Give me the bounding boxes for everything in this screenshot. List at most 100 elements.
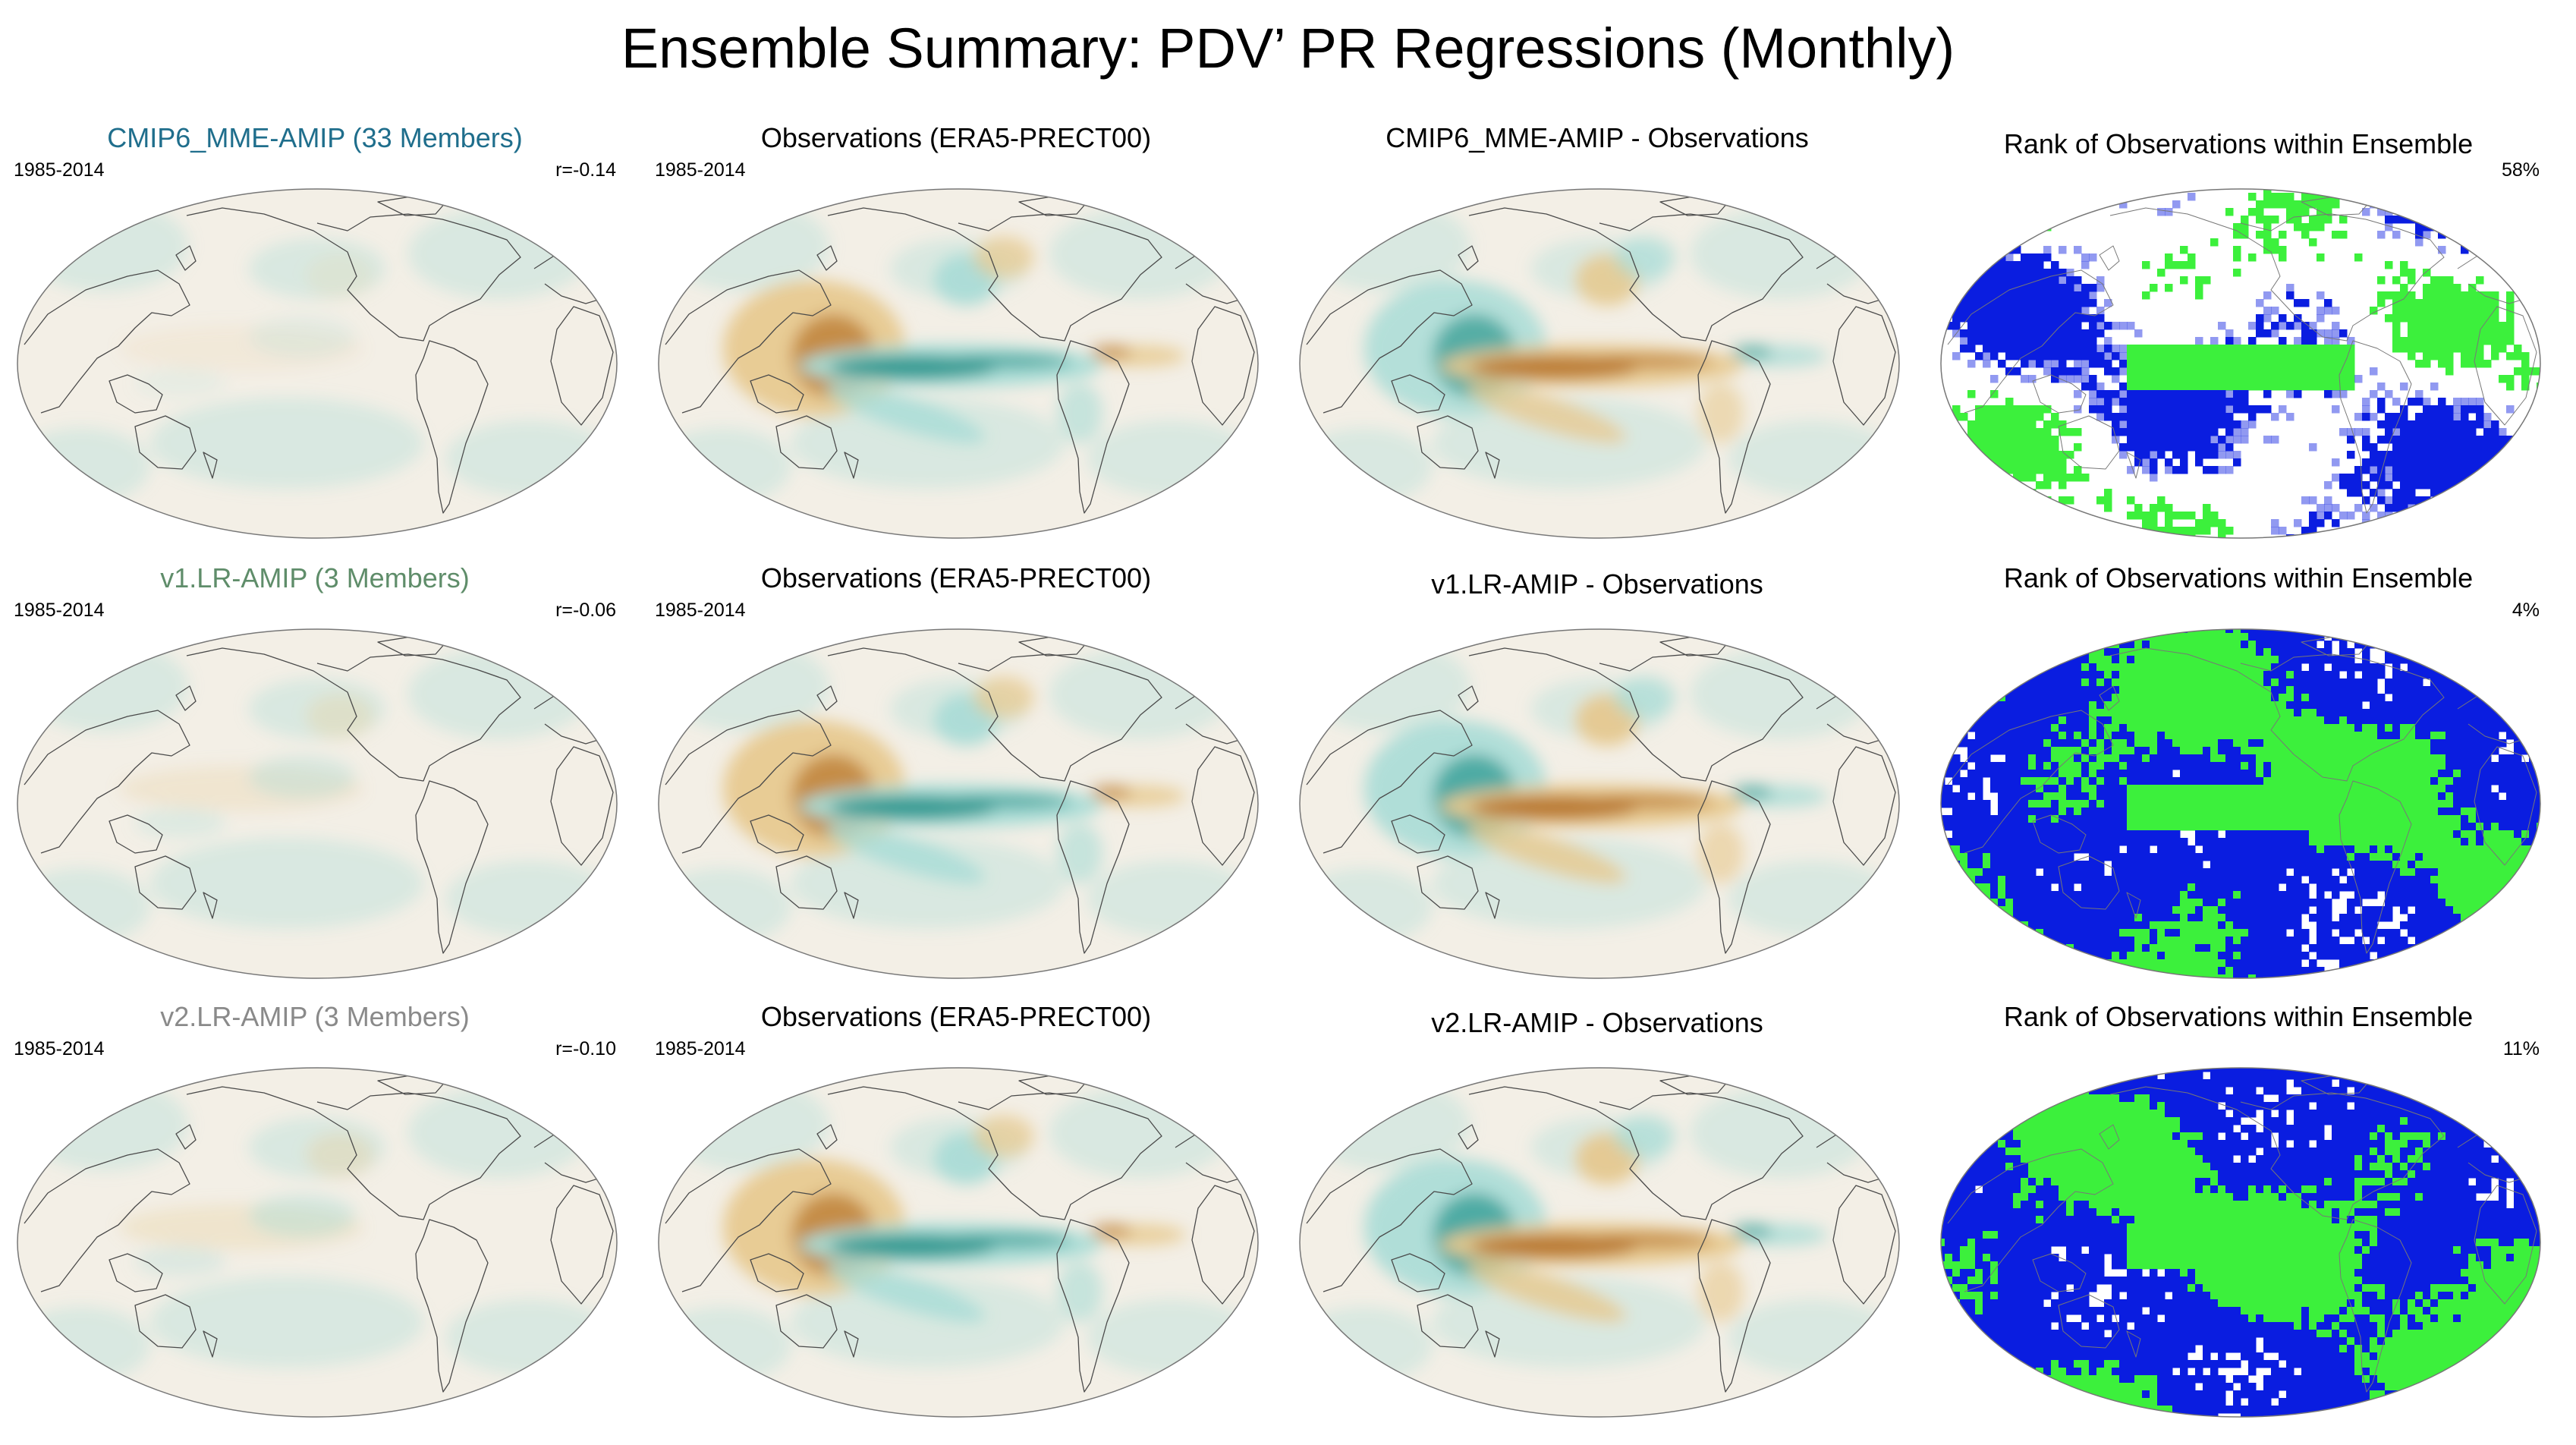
rank-cell xyxy=(1998,436,2006,444)
rank-cell xyxy=(2385,830,2393,839)
rank-cell xyxy=(2483,208,2492,216)
rank-cell xyxy=(2271,785,2279,793)
rank-cell xyxy=(2059,648,2067,656)
rank-cell xyxy=(2074,724,2082,732)
rank-cell xyxy=(2096,519,2105,527)
rank-cell xyxy=(2074,443,2082,452)
rank-cell xyxy=(2529,246,2537,254)
rank-cell xyxy=(2089,792,2097,801)
rank-cell xyxy=(2271,868,2279,877)
rank-cell xyxy=(2074,891,2082,899)
rank-cell xyxy=(2096,390,2105,398)
rank-cell xyxy=(2438,770,2446,778)
rank-cell xyxy=(2043,443,2052,452)
rank-cell xyxy=(1998,193,2006,201)
rank-cell xyxy=(2332,732,2340,740)
rank-cell xyxy=(2112,701,2120,710)
rank-cell xyxy=(2233,845,2241,854)
rank-cell xyxy=(2263,754,2272,763)
rank-cell xyxy=(1990,629,1999,634)
rank-cell xyxy=(2256,868,2264,877)
rank-cell xyxy=(2096,823,2105,831)
rank-cell xyxy=(2203,686,2211,694)
rank-cell xyxy=(2506,200,2515,209)
rank-cell xyxy=(2301,906,2310,915)
rank-cell xyxy=(2036,762,2044,770)
rank-cell xyxy=(2506,629,2515,634)
rank-cell xyxy=(2370,754,2378,763)
rank-cell xyxy=(2263,792,2272,801)
rank-cell xyxy=(2051,337,2059,345)
rank-cell xyxy=(2514,808,2522,816)
rank-cell xyxy=(2423,443,2431,452)
rank-cell xyxy=(2096,861,2105,869)
rank-cell xyxy=(2453,329,2461,338)
rank-cell xyxy=(2279,800,2287,808)
rank-cell xyxy=(2188,716,2196,725)
rank-cell xyxy=(2059,322,2067,330)
rank-cell xyxy=(2248,876,2257,884)
rank-cell xyxy=(2005,189,2014,194)
rank-cell xyxy=(2021,299,2029,307)
rank-cell xyxy=(2112,747,2120,755)
rank-cell xyxy=(2461,322,2469,330)
rank-cell xyxy=(2142,792,2150,801)
rank-cell xyxy=(2256,208,2264,216)
rank-cell xyxy=(2021,883,2029,892)
rank-cell xyxy=(1990,329,1999,338)
rank-cell xyxy=(2096,656,2105,664)
rank-cell xyxy=(2256,360,2264,368)
rank-cell xyxy=(2180,633,2188,641)
rank-cell xyxy=(2294,200,2302,209)
rank-cell xyxy=(2021,253,2029,262)
rank-cell xyxy=(2165,443,2173,452)
rank-cell xyxy=(2499,534,2507,538)
rank-cell xyxy=(2392,314,2401,323)
rank-cell xyxy=(2294,519,2302,527)
rank-cell xyxy=(2256,671,2264,679)
rank-cell xyxy=(2438,443,2446,452)
rank-cell xyxy=(2408,732,2416,740)
rank-cell xyxy=(2195,709,2203,717)
rank-cell xyxy=(2438,276,2446,285)
rank-cell xyxy=(2423,754,2431,763)
rank-cell xyxy=(2438,420,2446,429)
rank-cell xyxy=(2233,633,2241,641)
rank-cell xyxy=(2218,629,2226,634)
rank-cell xyxy=(2225,390,2234,398)
rank-cell xyxy=(2286,762,2294,770)
years-label: 1985-2014 xyxy=(14,159,105,181)
rank-cell xyxy=(1998,200,2006,209)
rank-cell xyxy=(2408,314,2416,323)
rank-cell xyxy=(2089,800,2097,808)
rank-cell xyxy=(1941,716,1945,725)
rank-cell xyxy=(2043,322,2052,330)
rank-cell xyxy=(2271,891,2279,899)
rank-cell xyxy=(2013,663,2021,672)
rank-cell xyxy=(2521,253,2530,262)
rank-cell xyxy=(2461,853,2469,861)
rank-cell xyxy=(2127,663,2135,672)
rank-cell xyxy=(2506,633,2515,641)
rank-cell xyxy=(2483,629,2492,634)
rank-cell xyxy=(2172,792,2181,801)
years-label: 1985-2014 xyxy=(655,600,746,621)
rank-cell xyxy=(2081,686,2090,694)
rank-cell xyxy=(1952,629,1961,634)
rank-cell xyxy=(2028,466,2037,474)
rank-cell xyxy=(1945,747,1953,755)
rank-cell xyxy=(2499,899,2507,907)
rank-cell xyxy=(1945,284,1953,292)
rank-cell xyxy=(2423,747,2431,755)
rank-cell xyxy=(1941,770,1945,778)
rank-cell xyxy=(2370,739,2378,748)
rank-cell xyxy=(2468,739,2477,748)
rank-cell xyxy=(2028,868,2037,877)
rank-cell xyxy=(1990,747,1999,755)
rank-cell xyxy=(2506,352,2515,360)
rank-cell xyxy=(1983,663,1991,672)
rank-cell xyxy=(2210,686,2219,694)
rank-cell xyxy=(2112,671,2120,679)
rank-cell xyxy=(2165,629,2173,634)
rank-cell xyxy=(2188,724,2196,732)
